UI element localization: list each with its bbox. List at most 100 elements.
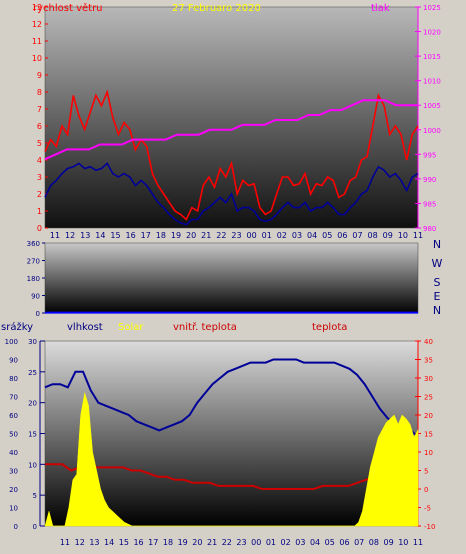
pressure-y-tick: 985: [423, 200, 436, 208]
direction-y-tick: 0: [36, 310, 40, 318]
rain-y-tick: 30: [9, 468, 18, 476]
climate-x-tick: 18: [163, 538, 173, 547]
wind-x-tick: 14: [95, 231, 105, 240]
climate-x-tick: 09: [383, 538, 393, 547]
wind-x-tick: 17: [141, 231, 151, 240]
humidity-y-tick: 5: [33, 492, 37, 500]
wind-y-tick: 4: [37, 156, 42, 165]
climate-x-tick: 10: [398, 538, 408, 547]
pressure-y-tick: 1025: [423, 4, 441, 12]
pressure-y-tick: 1010: [423, 78, 441, 86]
wind-x-tick: 12: [65, 231, 75, 240]
rain-y-tick: 90: [9, 357, 18, 365]
direction-plot-area: [45, 243, 418, 313]
wind-x-tick: 11: [50, 231, 60, 240]
wind-x-tick: 03: [292, 231, 302, 240]
temp-y-tick: -10: [424, 523, 435, 531]
wind-y-tick: 8: [37, 88, 42, 97]
compass-e: E: [434, 290, 441, 303]
wind-y-tick: 3: [37, 173, 42, 182]
wind-x-tick: 00: [247, 231, 257, 240]
humidity-y-tick: 30: [28, 338, 37, 346]
wind-y-tick: 6: [37, 122, 42, 131]
climate-x-tick: 23: [236, 538, 246, 547]
climate-x-tick: 02: [281, 538, 291, 547]
rain-y-tick: 70: [9, 394, 18, 402]
climate-x-tick: 13: [89, 538, 99, 547]
temp-y-tick: 35: [424, 357, 433, 365]
wind-x-tick: 16: [126, 231, 136, 240]
humidity-y-tick: 0: [33, 523, 37, 531]
climate-x-tick: 03: [295, 538, 305, 547]
pressure-y-tick: 990: [423, 176, 436, 184]
compass-n-bottom: N: [433, 304, 441, 317]
rain-y-tick: 80: [9, 375, 18, 383]
pressure-label: tlak: [371, 3, 390, 14]
wind-x-tick: 11: [413, 231, 423, 240]
wind-x-tick: 13: [80, 231, 90, 240]
direction-y-tick: 180: [27, 275, 40, 283]
wind-x-tick: 02: [277, 231, 287, 240]
rain-y-tick: 50: [9, 431, 18, 439]
date-label: 27 Februaro 2020: [172, 3, 261, 14]
wind-x-tick: 05: [322, 231, 332, 240]
temp-y-tick: 20: [424, 412, 433, 420]
rain-y-tick: 40: [9, 449, 18, 457]
climate-x-tick: 20: [192, 538, 202, 547]
temp-y-tick: 15: [424, 431, 433, 439]
climate-x-tick: 19: [178, 538, 188, 547]
climate-x-tick: 12: [75, 538, 85, 547]
direction-y-tick: 90: [31, 293, 40, 301]
rain-y-tick: 20: [9, 486, 18, 494]
wind-y-tick: 12: [32, 20, 42, 29]
wind-x-tick: 20: [186, 231, 196, 240]
climate-x-tick: 08: [369, 538, 379, 547]
compass-s: S: [434, 276, 441, 289]
temp-y-tick: -5: [424, 505, 431, 513]
climate-x-tick: 11: [60, 538, 70, 547]
direction-y-tick: 270: [27, 258, 40, 266]
wind-x-tick: 09: [383, 231, 393, 240]
pressure-y-tick: 1020: [423, 29, 441, 37]
wind-y-tick: 5: [37, 139, 42, 148]
wind-y-tick: 11: [32, 37, 42, 46]
wind-y-tick: 2: [37, 190, 42, 199]
wind-x-tick: 19: [171, 231, 181, 240]
temp-y-tick: 5: [424, 468, 428, 476]
temp-y-tick: 10: [424, 449, 433, 457]
compass-w: W: [432, 257, 443, 270]
rain-y-tick: 60: [9, 412, 18, 420]
humidity-y-tick: 15: [28, 431, 37, 439]
humidity-y-tick: 10: [28, 461, 37, 469]
wind-y-tick: 13: [32, 3, 42, 12]
rain-y-tick: 100: [5, 338, 18, 346]
climate-x-tick: 11: [413, 538, 423, 547]
humidity-y-tick: 20: [28, 400, 37, 408]
pressure-y-tick: 1015: [423, 53, 441, 61]
wind-x-tick: 22: [216, 231, 226, 240]
climate-x-tick: 05: [325, 538, 335, 547]
wind-x-tick: 07: [352, 231, 362, 240]
direction-y-tick: 360: [27, 240, 40, 248]
wind-speed-label: rychlost větru: [33, 2, 103, 14]
wind-y-tick: 0: [37, 224, 42, 233]
climate-x-tick: 06: [339, 538, 349, 547]
wind-y-tick: 10: [32, 54, 42, 63]
climate-x-tick: 01: [266, 538, 276, 547]
wind-x-tick: 08: [368, 231, 378, 240]
indoor-temp-label: vnitř. teplota: [173, 321, 237, 333]
climate-x-tick: 07: [354, 538, 364, 547]
wind-x-tick: 18: [156, 231, 166, 240]
temp-y-tick: 30: [424, 375, 433, 383]
climate-x-tick: 21: [207, 538, 217, 547]
wind-x-tick: 01: [262, 231, 272, 240]
wind-x-tick: 15: [110, 231, 120, 240]
rain-y-tick: 10: [9, 505, 18, 513]
climate-x-tick: 14: [104, 538, 114, 547]
climate-x-tick: 04: [310, 538, 320, 547]
climate-x-tick: 00: [251, 538, 261, 547]
humidity-label: vlhkost: [67, 322, 103, 333]
climate-x-tick: 22: [222, 538, 232, 547]
climate-x-tick: 17: [148, 538, 158, 547]
